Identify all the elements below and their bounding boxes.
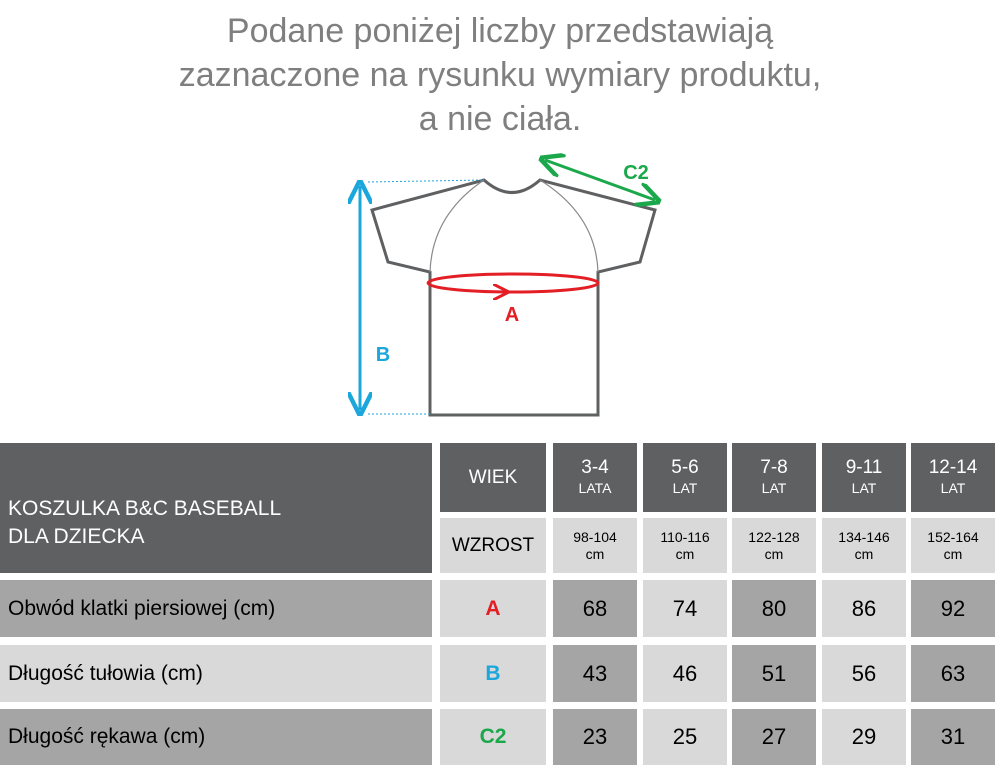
age-cell: 12-14 LAT — [911, 443, 995, 512]
header-line: zaznaczone na rysunku wymiary produktu, — [178, 56, 822, 94]
label-c2: C2 — [623, 162, 649, 184]
shirt-diagram: A B C2 — [0, 0, 1000, 417]
value-cell: 23 — [553, 709, 637, 765]
value-cell: 29 — [822, 709, 906, 765]
height-unit: cm — [585, 545, 605, 562]
age-cell: 5-6 LAT — [643, 443, 727, 512]
value-cell: 31 — [911, 709, 995, 765]
height-cell: 122-128 cm — [732, 518, 816, 573]
measure-c2 — [545, 160, 655, 200]
age-range: 9-11 — [845, 456, 883, 478]
height-unit: cm — [854, 545, 874, 562]
height-cell: 152-164 cm — [911, 518, 995, 573]
age-cell: 9-11 LAT — [822, 443, 906, 512]
height-cell: 98-104 cm — [553, 518, 637, 573]
age-unit: LATA — [578, 479, 612, 496]
height-cell: 134-146 cm — [822, 518, 906, 573]
height-range: 98-104 — [573, 528, 617, 545]
age-range: 7-8 — [760, 456, 788, 478]
value-cell: 74 — [643, 580, 727, 637]
guide-line — [367, 179, 485, 415]
value-cell: 46 — [643, 645, 727, 702]
value-cell: 56 — [822, 645, 906, 702]
height-range: 152-164 — [927, 528, 979, 545]
label-a: A — [505, 304, 519, 326]
height-label: WZROST — [440, 518, 546, 573]
row-label: Długość rękawa (cm) — [0, 709, 432, 765]
height-unit: cm — [943, 545, 963, 562]
value-cell: 80 — [732, 580, 816, 637]
value-cell: 86 — [822, 580, 906, 637]
row-code: A — [440, 580, 546, 637]
row-label: Długość tułowia (cm) — [0, 645, 432, 702]
table-title: KOSZULKA B&C BASEBALL DLA DZIECKA — [0, 443, 432, 573]
row-label: Obwód klatki piersiowej (cm) — [0, 580, 432, 637]
value-cell: 27 — [732, 709, 816, 765]
value-cell: 92 — [911, 580, 995, 637]
header-line: Podane poniżej liczby przedstawiają — [226, 12, 774, 50]
age-label: WIEK — [440, 443, 546, 512]
value-cell: 68 — [553, 580, 637, 637]
title-line: KOSZULKA B&C BASEBALL — [8, 497, 282, 520]
title-line: DLA DZIECKA — [8, 525, 145, 548]
value-cell: 25 — [643, 709, 727, 765]
row-code: C2 — [440, 709, 546, 765]
height-range: 134-146 — [838, 528, 890, 545]
age-unit: LAT — [761, 479, 787, 496]
height-unit: cm — [764, 545, 784, 562]
age-cell: 3-4 LATA — [553, 443, 637, 512]
age-cell: 7-8 LAT — [732, 443, 816, 512]
value-cell: 51 — [732, 645, 816, 702]
age-range: 12-14 — [928, 456, 978, 478]
height-range: 110-116 — [660, 528, 710, 545]
height-cell: 110-116 cm — [643, 518, 727, 573]
age-range: 3-4 — [581, 456, 609, 478]
label-b: B — [376, 344, 390, 366]
measure-a — [426, 272, 600, 294]
age-range: 5-6 — [671, 456, 699, 478]
header-line: a nie ciała. — [418, 100, 582, 138]
value-cell: 63 — [911, 645, 995, 702]
age-unit: LAT — [851, 479, 877, 496]
height-range: 122-128 — [748, 528, 800, 545]
age-unit: LAT — [940, 479, 966, 496]
age-unit: LAT — [672, 479, 698, 496]
row-code: B — [440, 645, 546, 702]
value-cell: 43 — [553, 645, 637, 702]
height-unit: cm — [675, 545, 695, 562]
shirt-outline — [370, 178, 657, 417]
